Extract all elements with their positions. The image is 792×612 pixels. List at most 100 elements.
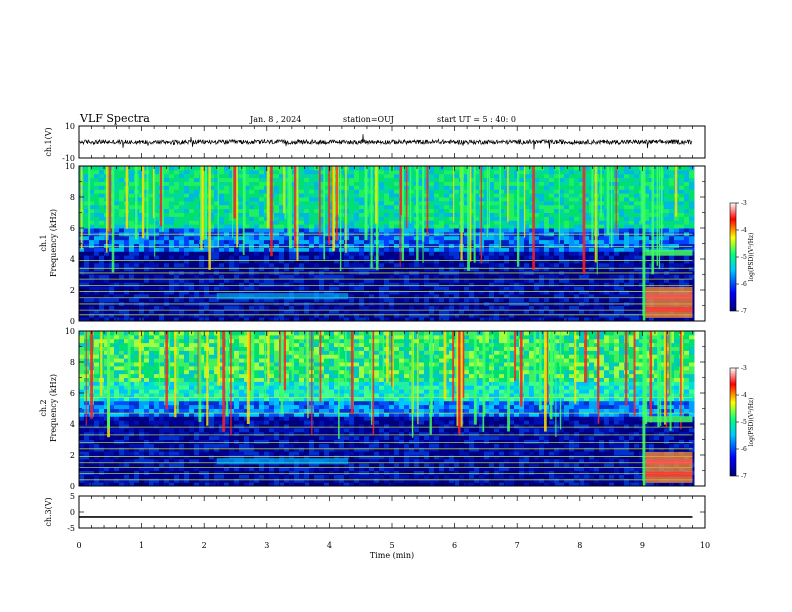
- spectrogram-cell: [229, 224, 235, 229]
- spectrogram-cell: [84, 239, 90, 244]
- spectrogram-cell: [209, 278, 215, 283]
- spectrogram-cell: [274, 166, 280, 171]
- spectrogram-cell: [414, 274, 420, 279]
- spectrogram-cell: [319, 200, 325, 206]
- spectrogram-cell: [199, 290, 205, 295]
- spectrogram-cell: [534, 266, 540, 272]
- spectrogram-cell: [634, 286, 640, 291]
- spectrogram-cell: [239, 297, 245, 303]
- spectrogram-cell: [174, 220, 180, 225]
- spectrogram-cell: [394, 274, 400, 279]
- spectrogram-cell: [569, 235, 575, 241]
- spectrogram-cell: [154, 259, 160, 264]
- spectrogram-cell: [254, 166, 260, 171]
- spectrogram-cell: [519, 166, 525, 171]
- spectrogram-cell: [619, 197, 625, 202]
- spectrogram-cell: [309, 259, 315, 264]
- spectrogram-cell: [509, 313, 515, 318]
- spectrogram-cell: [644, 173, 650, 179]
- spectrogram-cell: [559, 259, 565, 264]
- spectrogram-cell: [119, 251, 125, 256]
- spectrogram-cell: [529, 208, 535, 213]
- spectrogram-cell: [579, 193, 585, 198]
- spectrogram-cell: [664, 247, 670, 252]
- spectrogram-cell: [119, 262, 125, 268]
- spectrogram-cell: [259, 208, 265, 213]
- spectrogram-cell: [569, 309, 575, 314]
- spectrogram-cell: [244, 251, 250, 256]
- spectrogram-cell: [559, 208, 565, 213]
- spectrogram-cell: [429, 208, 435, 213]
- spectrogram-cell: [564, 247, 570, 252]
- spectrogram-cell: [424, 309, 430, 314]
- spectrogram-cell: [169, 297, 175, 303]
- spectrogram-cell: [544, 309, 550, 314]
- spectrogram-cell: [174, 274, 180, 279]
- spectrogram-cell: [584, 208, 590, 213]
- spectrogram-cell: [349, 251, 355, 256]
- spectrogram-cell: [574, 286, 580, 291]
- spectrogram-cell: [464, 239, 470, 244]
- spectrogram-cell: [539, 197, 545, 202]
- spectrogram-cell: [154, 243, 160, 248]
- spectrogram-cell: [389, 255, 395, 260]
- spectrogram-cell: [174, 212, 180, 217]
- spectrogram-cell: [314, 181, 320, 186]
- spectrogram-cell: [229, 297, 235, 303]
- spectrogram-cell: [349, 200, 355, 206]
- spectrogram-cell: [124, 259, 130, 264]
- spectrogram-cell: [399, 293, 405, 299]
- spectrogram-cell: [494, 177, 500, 182]
- spectrogram-cell: [464, 259, 470, 264]
- spectrogram-cell: [539, 235, 545, 241]
- spectrogram-cell: [469, 228, 475, 233]
- spectrogram-cell: [449, 169, 455, 175]
- spectrogram-cell: [169, 197, 175, 202]
- spectrogram-cell: [319, 173, 325, 179]
- spectrogram-cell: [334, 290, 340, 295]
- spectrogram-cell: [89, 235, 95, 241]
- spectrogram-cell: [574, 173, 580, 179]
- spectrogram-cell: [619, 313, 625, 318]
- spectrogram-cell: [599, 290, 605, 295]
- spectrogram-cell: [154, 189, 160, 194]
- spectrogram-cell: [359, 282, 365, 287]
- spectrogram-cell: [219, 193, 225, 198]
- spectrogram-cell: [414, 293, 420, 299]
- spectrogram-cell: [394, 224, 400, 229]
- spectrogram-cell: [369, 309, 375, 314]
- spectrogram-cell: [164, 177, 170, 182]
- spectrogram-cell: [464, 220, 470, 225]
- spectrogram-cell: [609, 262, 615, 268]
- spectrogram-cell: [209, 243, 215, 248]
- spectrogram-cell: [354, 208, 360, 213]
- spectrogram-cell: [284, 317, 290, 321]
- spectrogram-cell: [194, 317, 200, 321]
- spectrogram-cell: [139, 224, 145, 229]
- spectrogram-cell: [449, 278, 455, 283]
- spectrogram-cell: [289, 286, 295, 291]
- spectrogram-cell: [504, 193, 510, 198]
- spectrogram-cell: [179, 193, 185, 198]
- spectrogram-cell: [324, 169, 330, 175]
- spectrogram-cell: [344, 317, 350, 321]
- spectrogram-cell: [514, 305, 520, 310]
- spectrogram-cell: [409, 181, 415, 186]
- spectrogram-cell: [119, 274, 125, 279]
- spectrogram-cell: [419, 278, 425, 283]
- spectrogram-cell: [109, 293, 115, 299]
- spectrogram-cell: [459, 293, 465, 299]
- spectrogram-cell: [379, 317, 385, 321]
- spectrogram-cell: [239, 282, 245, 287]
- spectrogram-cell: [584, 173, 590, 179]
- spectrogram-cell: [309, 204, 315, 210]
- spectrogram-cell: [679, 282, 685, 287]
- spectrogram-cell: [89, 262, 95, 268]
- spectrogram-cell: [124, 282, 130, 287]
- spectrogram-cell: [499, 239, 505, 244]
- spectrogram-cell: [474, 193, 480, 198]
- spectrogram-cell: [354, 251, 360, 256]
- spectrogram-cell: [379, 313, 385, 318]
- spectrogram-cell: [434, 266, 440, 272]
- spectrogram-cell: [484, 251, 490, 256]
